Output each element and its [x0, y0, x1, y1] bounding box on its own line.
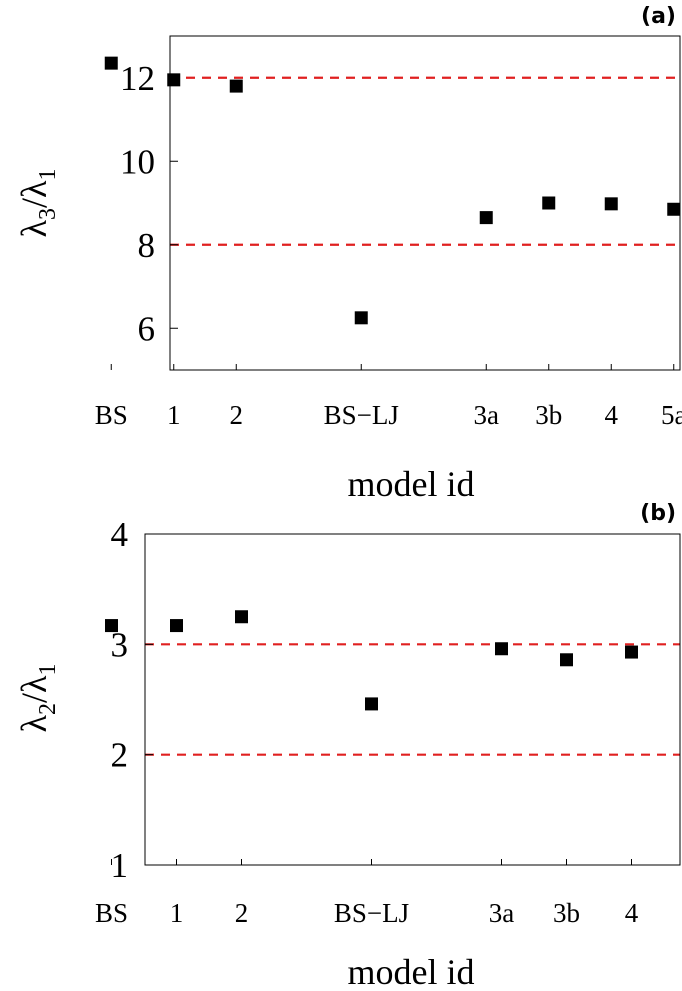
y-tick-label-b-2: 3	[111, 625, 129, 664]
y-tick-label-a-2: 10	[120, 142, 155, 181]
data-point-a-4	[479, 211, 493, 225]
data-point-b-6	[625, 645, 638, 659]
data-point-a-7	[667, 202, 681, 216]
y-axis-label-b: λ2/λ1	[14, 664, 61, 733]
x-tick-label-a-1: 1	[167, 400, 181, 430]
y-tick-label-b-3: 4	[111, 515, 129, 554]
x-tick-label-b-5: 3b	[553, 898, 580, 928]
x-axis-title-b: model id	[348, 952, 475, 991]
x-tick-label-b-3: BS−LJ	[334, 898, 409, 928]
plot-frame-b	[144, 533, 681, 866]
x-tick-label-b-4: 3a	[489, 898, 515, 928]
data-point-a-5	[542, 196, 556, 210]
x-tick-label-a-6: 4	[605, 400, 619, 430]
data-point-b-4	[495, 642, 508, 656]
y-tick-label-a-0: 6	[138, 309, 156, 348]
x-tick-label-a-0: BS	[95, 400, 128, 430]
data-point-a-6	[604, 197, 618, 211]
y-axis-a: 6 8 10 12	[120, 59, 178, 348]
x-tick-label-b-6: 4	[625, 898, 639, 928]
data-point-b-5	[560, 653, 573, 667]
x-tick-label-a-7: 5a	[661, 400, 682, 430]
x-tick-label-a-5: 3b	[535, 400, 562, 430]
x-tick-label-a-3: BS−LJ	[324, 400, 399, 430]
x-tick-label-b-0: BS	[95, 898, 128, 928]
x-tick-label-b-1: 1	[170, 898, 184, 928]
panel-a-marks	[104, 56, 681, 325]
y-axis-label-a: λ3/λ1	[14, 169, 61, 238]
data-point-a-1	[167, 73, 181, 87]
y-axis-b: 1 2 3 4	[111, 515, 153, 885]
y-tick-label-a-1: 8	[138, 226, 156, 265]
plot-frame-a	[169, 35, 681, 371]
panel-tag-a: (a)	[641, 4, 676, 29]
panel-b-marks	[105, 610, 680, 756]
data-point-a-2	[229, 79, 243, 93]
x-tick-label-b-2: 2	[235, 898, 249, 928]
x-axis-title-a: model id	[348, 464, 475, 504]
x-tick-label-a-2: 2	[230, 400, 244, 430]
data-point-b-3	[365, 697, 378, 711]
data-point-a-3	[354, 311, 368, 325]
data-point-b-1	[170, 619, 183, 633]
data-point-a-0	[104, 56, 118, 70]
x-tick-label-a-4: 3a	[474, 400, 500, 430]
data-point-b-0	[105, 619, 118, 633]
y-tick-label-b-1: 2	[111, 736, 129, 775]
y-tick-label-a-3: 12	[120, 59, 155, 98]
y-tick-label-b-0: 1	[111, 846, 129, 885]
data-point-b-2	[235, 610, 248, 624]
panel-tag-b: (b)	[640, 501, 676, 526]
